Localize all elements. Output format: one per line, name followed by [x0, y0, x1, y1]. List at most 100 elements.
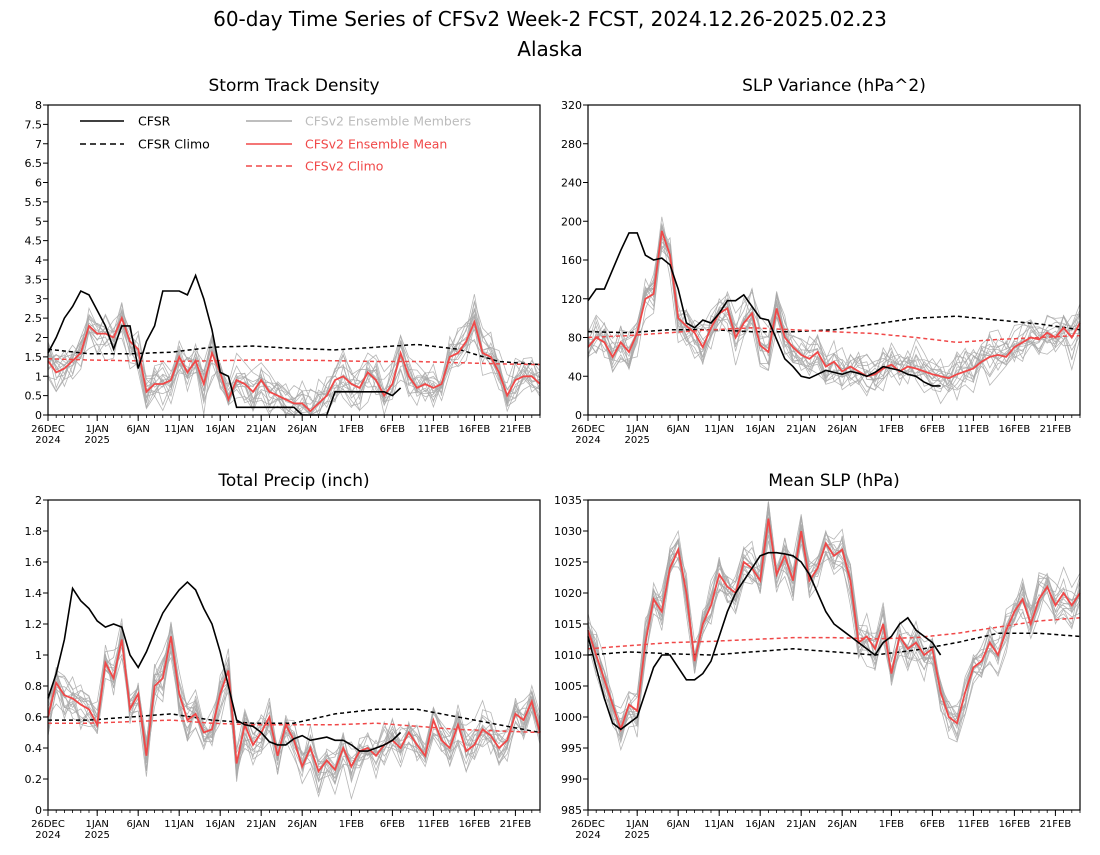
x-tick-year: 2025: [624, 435, 649, 446]
series-cfsv2-climo: [587, 327, 1081, 344]
x-tick-label: 11FEB: [418, 819, 450, 830]
y-tick-label: 2.5: [25, 312, 43, 325]
x-tick-label: 21JAN: [246, 819, 276, 830]
x-tick-label: 6FEB: [380, 424, 405, 435]
x-tick-label: 1JAN: [85, 424, 108, 435]
x-tick-label: 26DEC: [571, 424, 605, 435]
x-tick-label: 1FEB: [879, 424, 904, 435]
x-tick-year: 2025: [84, 830, 109, 841]
x-tick-year: 2025: [624, 830, 649, 841]
panel-title: Mean SLP (hPa): [768, 471, 900, 491]
x-tick-label: 6FEB: [920, 819, 945, 830]
x-tick-label: 21FEB: [1040, 424, 1072, 435]
panel-storm-track-density: Storm Track Density 0 0.5 1 1.5 2 2.5 3 3.5 4 4.5 5…: [25, 76, 541, 446]
ensemble-member-line: [587, 522, 1081, 729]
x-tick-label: 26JAN: [287, 819, 317, 830]
ensemble-member-line: [587, 241, 1081, 384]
y-tick-label: 0: [35, 804, 42, 817]
x-tick-label: 21JAN: [246, 424, 276, 435]
ensemble-member-line: [587, 230, 1081, 394]
y-tick-label: 200: [561, 215, 582, 228]
y-tick-label: 7: [35, 138, 42, 151]
x-tick-label: 16JAN: [205, 819, 235, 830]
ensemble-member-line: [47, 622, 541, 777]
ensemble-member-line: [587, 516, 1081, 732]
x-tick-label: 1FEB: [339, 819, 364, 830]
y-tick-label: 3.5: [25, 273, 43, 286]
y-tick-label: 5.5: [25, 196, 43, 209]
y-tick-label: 3: [35, 293, 42, 306]
y-tick-label: 1: [35, 649, 42, 662]
panel-mean-slp-hpa: Mean SLP (hPa) 985 990 995 1000 1005 1010 1015 1…: [554, 471, 1081, 841]
y-tick-label: 1.2: [25, 618, 43, 631]
y-tick-label: 0.8: [25, 680, 43, 693]
panel-title: Storm Track Density: [208, 76, 379, 96]
x-tick-label: 6JAN: [126, 819, 149, 830]
y-tick-label: 80: [568, 332, 582, 345]
legend-label-cfsr: CFSR: [138, 114, 171, 129]
legend-label-cfsv2-ensemble-members: CFSv2 Ensemble Members: [305, 114, 471, 129]
y-tick-label: 1005: [554, 680, 582, 693]
y-tick-label: 1030: [554, 525, 582, 538]
ensemble-member-line: [587, 504, 1081, 728]
y-tick-label: 0: [575, 409, 582, 422]
y-tick-label: 0.4: [25, 742, 43, 755]
y-tick-label: 1020: [554, 587, 582, 600]
x-tick-label: 1JAN: [625, 819, 648, 830]
y-tick-label: 7.5: [25, 118, 43, 131]
y-tick-label: 8: [35, 99, 42, 112]
x-tick-year: 2025: [84, 435, 109, 446]
x-tick-label: 11FEB: [958, 424, 990, 435]
x-tick-label: 21JAN: [786, 424, 816, 435]
y-tick-label: 0: [35, 409, 42, 422]
x-tick-label: 16FEB: [459, 819, 491, 830]
series-cfsr-climo: [48, 708, 541, 734]
y-tick-label: 5: [35, 215, 42, 228]
x-tick-label: 6JAN: [666, 424, 689, 435]
x-tick-year: 2024: [575, 435, 600, 446]
series-cfsv2-climo: [48, 719, 541, 734]
x-tick-label: 16FEB: [999, 819, 1031, 830]
y-tick-label: 1000: [554, 711, 582, 724]
panel-total-precip-inch: Total Precip (inch) 0 0.2 0.4 0.6 0.8 1 1.2 1.4 1…: [25, 471, 541, 841]
chart-subtitle: Alaska: [517, 37, 582, 61]
x-tick-label: 16FEB: [999, 424, 1031, 435]
legend: CFSR CFSR Climo CFSv2 Ensemble Members CFSv…: [80, 114, 471, 174]
series-cfsv2-ensemble-mean: [587, 230, 1081, 380]
y-tick-label: 2: [35, 494, 42, 507]
y-tick-label: 1035: [554, 494, 582, 507]
x-tick-label: 26DEC: [571, 819, 605, 830]
panel-title: SLP Variance (hPa^2): [742, 76, 926, 96]
x-tick-label: 1FEB: [339, 424, 364, 435]
y-tick-label: 120: [561, 293, 582, 306]
legend-label-cfsv2-climo: CFSv2 Climo: [305, 159, 383, 174]
ensemble-member-line: [47, 314, 541, 415]
y-tick-label: 995: [561, 742, 582, 755]
series-cfsv2-ensemble-mean: [47, 636, 541, 774]
y-tick-label: 0.6: [25, 711, 43, 724]
x-tick-year: 2024: [35, 435, 60, 446]
series-cfsv2-ensemble-mean: [47, 315, 541, 413]
y-tick-label: 280: [561, 138, 582, 151]
series-cfsv2-climo: [47, 358, 541, 366]
y-tick-label: 1010: [554, 649, 582, 662]
chart-title: 60-day Time Series of CFSv2 Week-2 FCST,…: [213, 7, 887, 31]
x-tick-label: 26JAN: [287, 424, 317, 435]
y-tick-label: 985: [561, 804, 582, 817]
x-tick-label: 26JAN: [827, 819, 857, 830]
y-tick-label: 2: [35, 332, 42, 345]
x-tick-label: 6FEB: [920, 424, 945, 435]
y-tick-label: 320: [561, 99, 582, 112]
x-tick-label: 16JAN: [745, 819, 775, 830]
x-tick-label: 26JAN: [827, 424, 857, 435]
y-tick-label: 1.4: [25, 587, 43, 600]
y-tick-label: 240: [561, 177, 582, 190]
series-cfsv2-ensemble-mean: [587, 518, 1081, 733]
y-tick-label: 6.5: [25, 157, 43, 170]
x-tick-label: 11FEB: [958, 819, 990, 830]
series-cfsr: [587, 551, 942, 731]
ensemble-members: [587, 501, 1081, 752]
x-tick-label: 16FEB: [459, 424, 491, 435]
legend-label-cfsv2-ensemble-mean: CFSv2 Ensemble Mean: [305, 137, 447, 152]
